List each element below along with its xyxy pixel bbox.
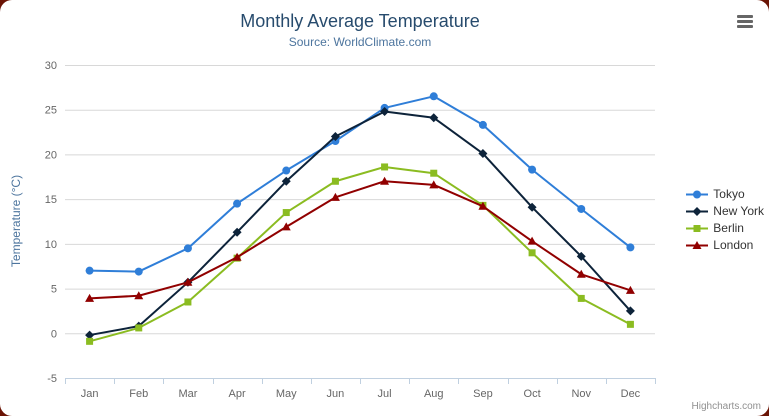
x-axis-tick-label: Aug — [424, 388, 444, 400]
x-axis-tick-label: May — [276, 388, 297, 400]
chart-subtitle: Source: WorldClimate.com — [288, 35, 432, 49]
x-axis-tick-label: Oct — [524, 388, 541, 400]
legend-symbol-london — [692, 240, 702, 249]
point-new-york-sep[interactable] — [478, 149, 488, 159]
x-axis-tick-label: Jul — [378, 388, 392, 400]
hamburger-icon — [737, 25, 753, 28]
point-berlin-dec[interactable] — [626, 320, 634, 328]
series-layer — [85, 92, 635, 345]
legend-item-new-york[interactable]: New York — [686, 204, 764, 218]
point-new-york-jul[interactable] — [380, 107, 390, 117]
hamburger-icon — [737, 15, 753, 18]
point-london-jul[interactable] — [380, 176, 390, 185]
x-axis-tick-label: Nov — [571, 388, 591, 400]
y-axis-tick-label: 5 — [51, 284, 57, 296]
point-berlin-jan[interactable] — [86, 337, 94, 345]
point-new-york-nov[interactable] — [576, 251, 586, 261]
legend-symbol-berlin — [693, 224, 701, 232]
legend-symbol-new-york — [692, 206, 702, 216]
hamburger-icon — [737, 20, 753, 23]
point-london-mar[interactable] — [183, 277, 193, 286]
series-line-new-york — [88, 110, 632, 337]
y-axis-title: Temperature (°C) — [9, 175, 23, 267]
legend-symbol-tokyo — [693, 190, 702, 198]
y-axis-tick-label: -5 — [47, 373, 57, 385]
point-tokyo-aug[interactable] — [429, 92, 438, 101]
point-london-aug[interactable] — [429, 180, 439, 189]
point-berlin-jun[interactable] — [331, 177, 339, 185]
point-new-york-oct[interactable] — [527, 202, 537, 212]
point-berlin-jul[interactable] — [381, 163, 389, 171]
point-london-oct[interactable] — [527, 236, 537, 245]
point-london-apr[interactable] — [232, 252, 242, 261]
y-axis-tick-label: 0 — [51, 328, 57, 340]
series-line-berlin — [88, 165, 632, 343]
x-axis-tick-label: Jun — [327, 388, 345, 400]
x-axis-tick-label: Apr — [229, 388, 246, 400]
legend-label-new-york: New York — [713, 204, 764, 218]
x-axis-tick-label: Mar — [178, 388, 197, 400]
point-berlin-mar[interactable] — [184, 298, 192, 306]
legend-label-tokyo: Tokyo — [713, 187, 745, 201]
point-london-jan[interactable] — [85, 293, 95, 302]
x-axis-tick-label: Feb — [129, 388, 148, 400]
x-axis-tick-label: Jan — [81, 388, 99, 400]
point-tokyo-may[interactable] — [282, 166, 291, 175]
point-berlin-feb[interactable] — [135, 324, 143, 332]
point-berlin-aug[interactable] — [430, 169, 438, 177]
series-line-london — [88, 180, 632, 300]
y-axis-tick-label: 30 — [45, 60, 57, 72]
credits-link[interactable]: Highcharts.com — [691, 401, 761, 412]
x-axis-tick-label: Sep — [473, 388, 493, 400]
point-london-dec[interactable] — [625, 285, 635, 294]
x-axis-tick-label: Dec — [621, 388, 641, 400]
legend-item-tokyo[interactable]: Tokyo — [686, 187, 764, 201]
y-axis-tick-label: 25 — [45, 105, 57, 117]
point-new-york-apr[interactable] — [232, 227, 242, 237]
point-tokyo-jan[interactable] — [85, 266, 94, 275]
point-london-feb[interactable] — [134, 291, 144, 300]
point-london-sep[interactable] — [478, 201, 488, 210]
point-tokyo-nov[interactable] — [577, 204, 586, 213]
point-tokyo-sep[interactable] — [478, 120, 487, 129]
point-new-york-jan[interactable] — [85, 330, 95, 340]
export-menu-button[interactable] — [737, 14, 753, 29]
point-london-jun[interactable] — [330, 192, 340, 201]
point-london-may[interactable] — [281, 222, 291, 231]
legend-marker-tokyo — [686, 190, 709, 198]
point-tokyo-oct[interactable] — [528, 165, 537, 174]
point-tokyo-feb[interactable] — [134, 267, 143, 276]
legend: Tokyo New York Berlin London — [686, 187, 764, 252]
point-tokyo-apr[interactable] — [233, 199, 242, 208]
legend-label-berlin: Berlin — [713, 221, 744, 235]
point-berlin-may[interactable] — [282, 209, 290, 217]
axis-layer: -5 0 5 10 15 20 25 30 Jan Feb Mar Apr May Jun Jul Aug Se… — [45, 60, 656, 400]
point-new-york-aug[interactable] — [429, 113, 439, 123]
legend-marker-new-york — [686, 206, 709, 216]
point-new-york-may[interactable] — [281, 176, 291, 186]
legend-marker-berlin — [686, 224, 709, 232]
y-axis-tick-label: 10 — [45, 239, 57, 251]
y-axis-tick-label: 20 — [45, 149, 57, 161]
legend-item-berlin[interactable]: Berlin — [686, 221, 764, 235]
point-tokyo-dec[interactable] — [626, 243, 635, 252]
grid-layer — [65, 65, 655, 379]
point-new-york-jun[interactable] — [330, 132, 340, 142]
chart-title: Monthly Average Temperature — [240, 11, 480, 31]
point-berlin-nov[interactable] — [577, 294, 585, 302]
y-axis-tick-label: 15 — [45, 194, 57, 206]
point-london-nov[interactable] — [576, 269, 586, 278]
point-tokyo-mar[interactable] — [183, 244, 192, 253]
legend-item-london[interactable]: London — [686, 238, 764, 252]
legend-label-london: London — [713, 238, 754, 252]
series-line-tokyo — [88, 95, 632, 273]
legend-marker-london — [686, 240, 709, 249]
point-new-york-dec[interactable] — [625, 306, 635, 316]
point-berlin-oct[interactable] — [528, 249, 536, 257]
